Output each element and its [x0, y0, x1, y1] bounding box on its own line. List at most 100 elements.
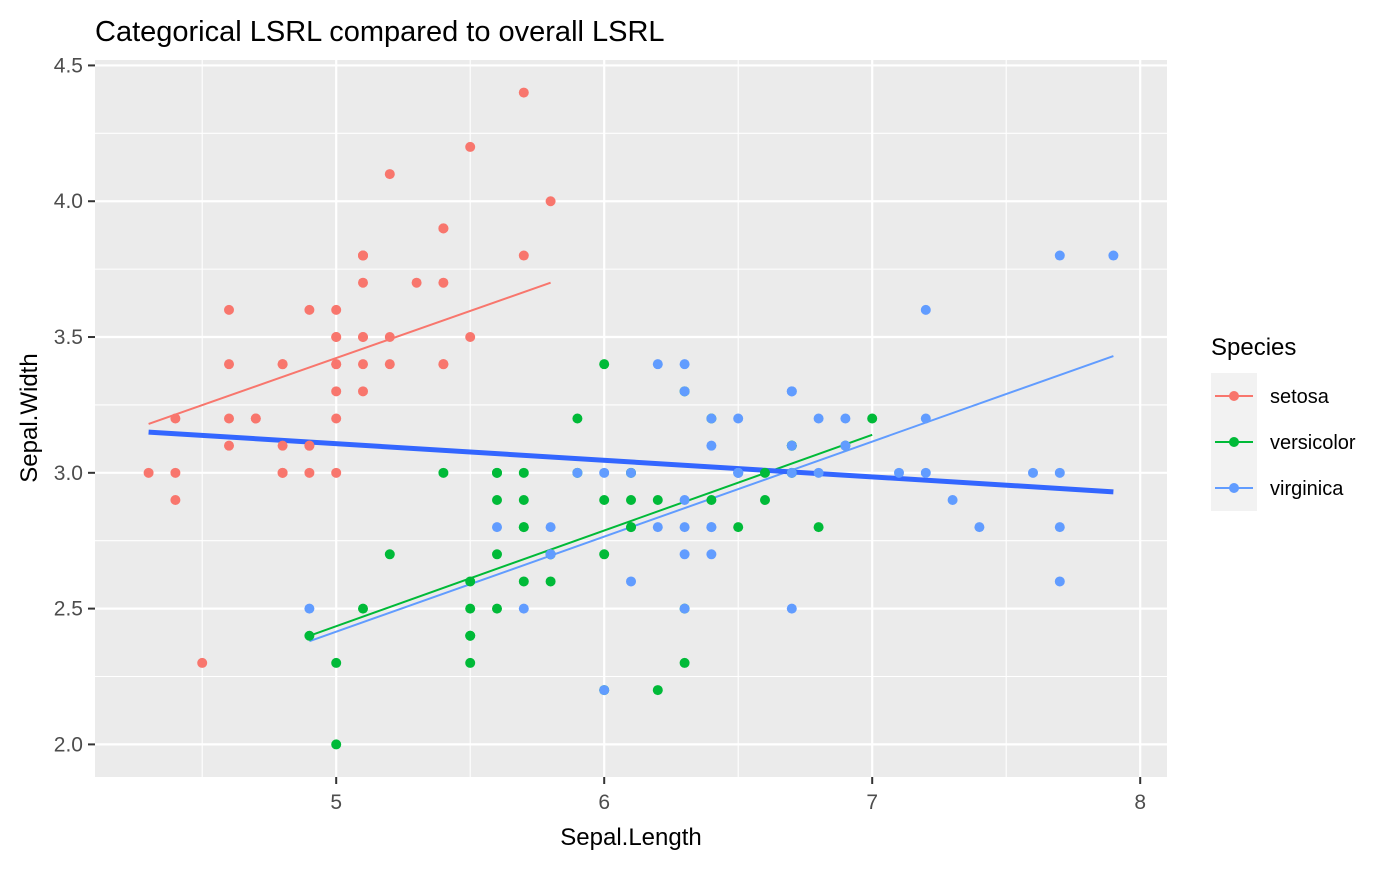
data-point-setosa: [224, 359, 234, 370]
data-point-setosa: [438, 359, 449, 370]
data-point-virginica: [840, 413, 851, 424]
data-point-virginica: [786, 386, 797, 397]
data-point-versicolor: [518, 467, 529, 478]
data-point-versicolor: [465, 657, 476, 668]
data-point-versicolor: [384, 549, 395, 560]
data-point-versicolor: [492, 603, 502, 614]
data-point-versicolor: [518, 494, 529, 505]
data-point-virginica: [572, 467, 583, 478]
legend-item-virginica: virginica: [1211, 465, 1344, 511]
data-point-setosa: [465, 332, 476, 343]
legend-label: virginica: [1270, 478, 1344, 500]
legend-item-versicolor: versicolor: [1211, 419, 1356, 465]
data-point-setosa: [197, 657, 208, 668]
y-axis-label: Sepal.Width: [16, 353, 43, 482]
data-point-versicolor: [679, 657, 690, 668]
legend: Species setosa versicolor virginica: [1211, 334, 1356, 511]
y-tick-label: 2.5: [54, 598, 83, 621]
x-tick-label: 5: [330, 791, 342, 814]
data-point-virginica: [679, 494, 690, 505]
legend-label: versicolor: [1270, 432, 1356, 454]
data-point-virginica: [492, 522, 502, 533]
data-point-virginica: [599, 685, 610, 696]
data-point-virginica: [545, 549, 556, 560]
data-point-versicolor: [760, 494, 770, 505]
legend-key-point: [1229, 483, 1239, 493]
data-point-versicolor: [438, 467, 449, 478]
data-point-versicolor: [599, 494, 610, 505]
axes: 5 6 7 8 2.0 2.5 3.0 3.5 4.0 4.5: [54, 54, 1146, 814]
data-point-virginica: [652, 359, 663, 370]
fit-line-setosa: [148, 281, 551, 425]
data-point-virginica: [304, 603, 315, 614]
data-point-virginica: [706, 522, 717, 533]
y-tick-label: 4.5: [54, 54, 83, 77]
data-point-virginica: [599, 467, 610, 478]
data-point-setosa: [224, 304, 234, 315]
legend-key-point: [1229, 391, 1239, 401]
legend-item-setosa: setosa: [1211, 373, 1330, 419]
data-point-versicolor: [733, 522, 744, 533]
data-point-virginica: [626, 467, 636, 478]
data-point-virginica: [947, 494, 958, 505]
legend-key-point: [1229, 437, 1239, 447]
data-point-versicolor: [599, 359, 610, 370]
data-point-setosa: [358, 359, 368, 370]
data-point-setosa: [331, 332, 342, 343]
data-point-setosa: [545, 196, 556, 207]
data-point-versicolor: [518, 522, 529, 533]
data-point-virginica: [652, 522, 663, 533]
data-point-setosa: [331, 386, 342, 397]
data-point-setosa: [384, 359, 395, 370]
data-point-versicolor: [331, 657, 342, 668]
data-point-virginica: [679, 386, 690, 397]
data-point-virginica: [706, 549, 717, 560]
plot-panel: [95, 60, 1167, 777]
data-point-setosa: [304, 304, 315, 315]
data-point-versicolor: [304, 630, 315, 641]
y-tick-label: 4.0: [54, 190, 83, 213]
data-point-setosa: [331, 359, 342, 370]
data-point-setosa: [384, 169, 395, 180]
data-point-versicolor: [465, 576, 476, 587]
data-point-virginica: [786, 467, 797, 478]
data-point-versicolor: [706, 494, 717, 505]
data-point-setosa: [358, 277, 368, 288]
data-point-versicolor: [492, 549, 502, 560]
data-point-virginica: [920, 304, 931, 315]
data-point-setosa: [250, 413, 261, 424]
x-axis-label: Sepal.Length: [560, 824, 701, 851]
data-point-setosa: [170, 413, 181, 424]
data-point-virginica: [1054, 522, 1065, 533]
data-point-versicolor: [626, 522, 636, 533]
data-point-setosa: [170, 494, 181, 505]
data-point-setosa: [224, 413, 234, 424]
data-point-virginica: [786, 440, 797, 451]
data-point-versicolor: [867, 413, 878, 424]
data-point-virginica: [733, 467, 744, 478]
data-point-versicolor: [465, 603, 476, 614]
data-point-virginica: [1054, 467, 1065, 478]
data-point-versicolor: [492, 494, 502, 505]
data-point-setosa: [438, 223, 449, 234]
data-point-versicolor: [572, 413, 583, 424]
data-point-setosa: [384, 332, 395, 343]
data-point-virginica: [894, 467, 904, 478]
x-tick-label: 8: [1134, 791, 1146, 814]
legend-label: setosa: [1270, 386, 1330, 408]
legend-title: Species: [1211, 334, 1296, 361]
data-point-virginica: [545, 522, 556, 533]
data-point-virginica: [706, 413, 717, 424]
data-point-virginica: [813, 413, 824, 424]
legend-keys: setosa versicolor virginica: [1211, 373, 1356, 511]
data-point-versicolor: [518, 576, 529, 587]
data-point-versicolor: [652, 494, 663, 505]
y-tick-label: 2.0: [54, 733, 83, 756]
data-point-versicolor: [626, 494, 636, 505]
y-tick-label: 3.0: [54, 462, 83, 485]
data-point-versicolor: [813, 522, 824, 533]
data-point-setosa: [331, 304, 342, 315]
data-point-setosa: [170, 467, 181, 478]
data-point-virginica: [1028, 467, 1038, 478]
